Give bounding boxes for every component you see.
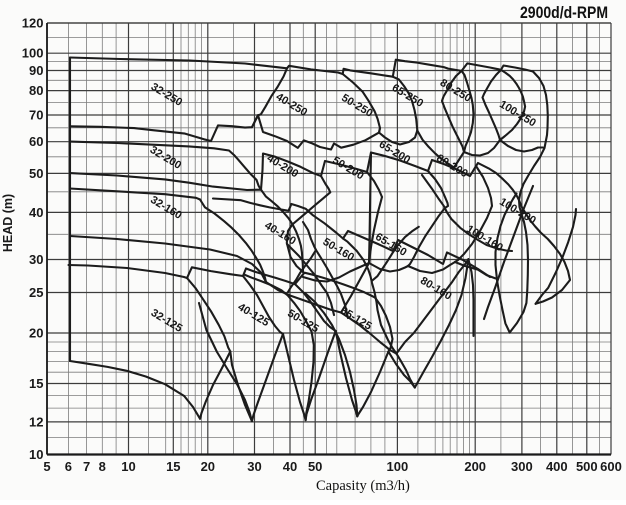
svg-text:120: 120 [22, 15, 44, 30]
svg-text:40: 40 [283, 459, 297, 474]
svg-text:15: 15 [166, 459, 180, 474]
svg-text:30: 30 [29, 252, 43, 267]
svg-text:HEAD (m): HEAD (m) [1, 194, 15, 252]
svg-text:7: 7 [83, 459, 90, 474]
svg-text:70: 70 [29, 107, 43, 122]
svg-text:Capasity (m3/h): Capasity (m3/h) [316, 478, 410, 494]
svg-text:50: 50 [308, 459, 322, 474]
svg-text:15: 15 [29, 376, 43, 391]
svg-text:8: 8 [99, 459, 106, 474]
svg-text:5: 5 [43, 459, 50, 474]
svg-text:80: 80 [29, 83, 43, 98]
svg-text:60: 60 [29, 134, 43, 149]
svg-text:20: 20 [201, 459, 215, 474]
svg-text:25: 25 [29, 285, 43, 300]
svg-text:400: 400 [546, 459, 568, 474]
svg-text:6: 6 [65, 459, 72, 474]
svg-text:100: 100 [22, 46, 44, 61]
svg-text:30: 30 [247, 459, 261, 474]
svg-text:300: 300 [511, 459, 533, 474]
svg-text:10: 10 [29, 447, 43, 462]
svg-text:600: 600 [600, 459, 622, 474]
svg-text:2900d/d-RPM: 2900d/d-RPM [520, 4, 608, 22]
svg-text:12: 12 [29, 414, 43, 429]
svg-text:50: 50 [29, 166, 43, 181]
svg-text:100: 100 [387, 459, 409, 474]
svg-text:500: 500 [576, 459, 598, 474]
svg-text:10: 10 [121, 459, 135, 474]
svg-text:40: 40 [29, 205, 43, 220]
svg-text:20: 20 [29, 325, 43, 340]
svg-text:90: 90 [29, 63, 43, 78]
svg-text:200: 200 [464, 459, 486, 474]
